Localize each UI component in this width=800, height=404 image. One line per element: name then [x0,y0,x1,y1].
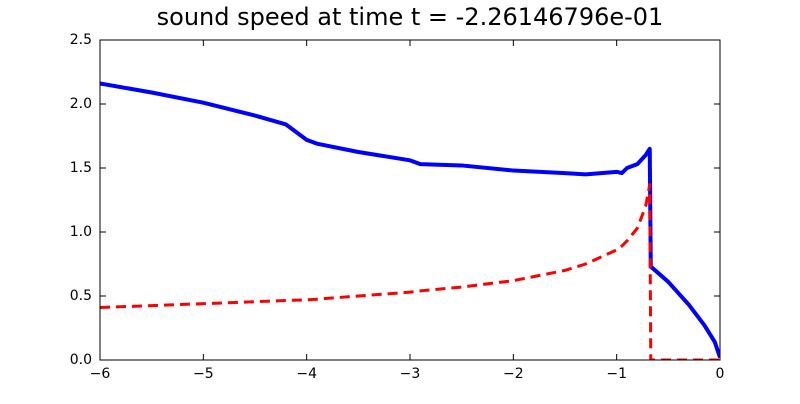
y-tick-label: 2.0 [70,96,92,112]
x-tick-label: −3 [400,366,421,382]
y-tick-label: 1.5 [70,160,92,176]
chart-title: sound speed at time t = -2.26146796e-01 [157,3,664,31]
y-tick-label: 2.5 [70,32,92,48]
x-tick-label: −1 [606,366,627,382]
data-line [100,81,720,359]
x-tick-label: 0 [716,366,725,382]
x-tick-label: −4 [296,366,317,382]
y-tick-label: 1.0 [70,224,92,240]
x-tick-label: −5 [193,366,214,382]
x-tick-label: −6 [90,366,111,382]
y-tick-label: 0.5 [70,288,92,304]
x-tick-label: −2 [503,366,524,382]
y-tick-label: 0.0 [70,352,92,368]
